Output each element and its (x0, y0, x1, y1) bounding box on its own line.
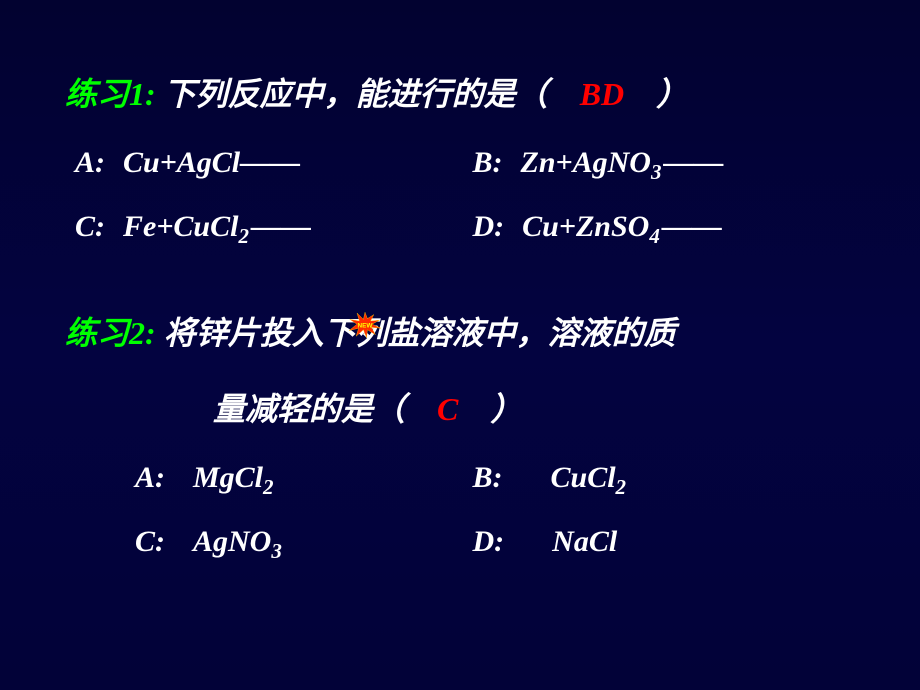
option-2B: B: CuCl2 (473, 461, 871, 495)
option-1D: D: Cu+ZnSO4—— (473, 210, 871, 244)
option-2C: C: AgNO3 (75, 525, 473, 559)
question-1-line: 练习1: 下列反应中，能进行的是（ BD ） (65, 70, 870, 118)
exercise-2-options: A: MgCl2 B: CuCl2 C: AgNO3 D: NaCl (65, 461, 870, 589)
exercise-1: 练习1: 下列反应中，能进行的是（ BD ） A: Cu+AgCl—— B: Z… (65, 70, 870, 274)
exercise-2-line1: 将锌片投入下列盐溶液中，溶液的质 (164, 315, 676, 351)
option-2A: A: MgCl2 (75, 461, 473, 495)
exercise-2-label: 练习2: (65, 315, 156, 351)
exercise-2: 练习2: 将锌片投入下列盐溶液中，溶液的质 量减轻的是（ C ） A: MgCl… (65, 309, 870, 589)
exercise-1-prefix: 下列反应中，能进行的是（ (164, 76, 548, 112)
option-1C: C: Fe+CuCl2—— (75, 210, 473, 244)
question-2-line2: 量减轻的是（ C ） (65, 385, 870, 433)
exercise-1-label: 练习1: (65, 76, 156, 112)
exercise-1-options: A: Cu+AgCl—— B: Zn+AgNO3—— C: Fe+CuCl2——… (65, 146, 870, 274)
question-2-line1: 练习2: 将锌片投入下列盐溶液中，溶液的质 (65, 309, 870, 357)
exercise-2-line2-suffix: ） (490, 391, 522, 427)
option-1A: A: Cu+AgCl—— (75, 146, 473, 180)
option-1B: B: Zn+AgNO3—— (473, 146, 871, 180)
exercise-2-line2-prefix: 量减轻的是（ (213, 391, 405, 427)
slide-content: 练习1: 下列反应中，能进行的是（ BD ） A: Cu+AgCl—— B: Z… (0, 0, 920, 654)
option-2D: D: NaCl (473, 525, 871, 559)
exercise-1-suffix: ） (656, 76, 688, 112)
exercise-2-answer: C (437, 391, 458, 427)
exercise-1-answer: BD (580, 76, 624, 112)
